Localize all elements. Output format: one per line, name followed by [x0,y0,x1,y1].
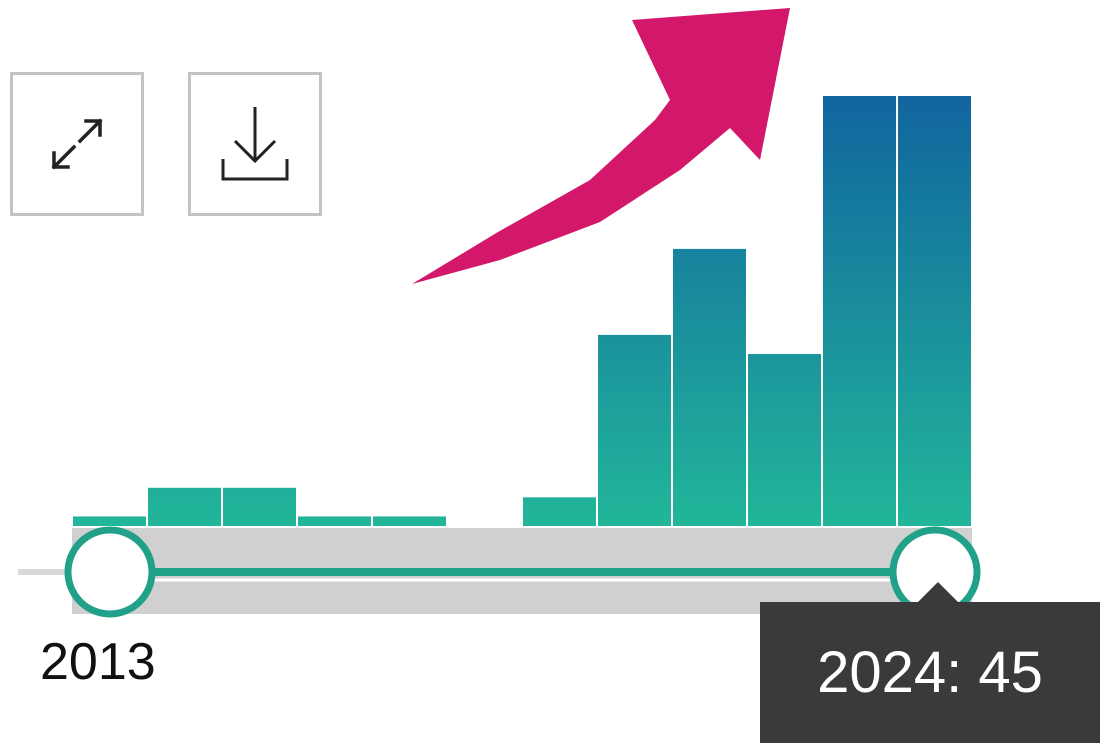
download-button[interactable] [188,72,322,216]
tooltip-pointer [916,582,960,604]
bar-group [73,96,971,526]
bar-2020[interactable] [598,334,671,526]
bar-2015[interactable] [223,487,296,526]
bar-2022[interactable] [748,354,821,526]
trend-up-arrow-icon [412,8,790,284]
slider-handle-start[interactable] [64,526,156,618]
slider-start-label: 2013 [40,633,156,691]
bar-2016[interactable] [298,516,371,526]
bar-2013[interactable] [73,516,146,526]
bar-2021[interactable] [673,248,746,526]
download-icon [221,107,289,181]
tooltip: 2024: 45 [760,602,1100,743]
tooltip-text: 2024: 45 [817,640,1043,705]
bar-2014[interactable] [148,487,221,526]
bar-2024[interactable] [898,96,971,526]
expand-button[interactable] [10,72,144,216]
bar-2017[interactable] [373,516,446,526]
bar-2023[interactable] [823,96,896,526]
bar-2019[interactable] [523,497,596,526]
expand-arrows-icon [51,118,103,170]
range-slider[interactable] [18,526,981,618]
